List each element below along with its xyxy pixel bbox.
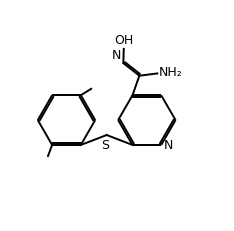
Text: N: N [164,139,174,152]
Text: N: N [112,49,121,62]
Text: NH₂: NH₂ [158,67,182,79]
Text: OH: OH [115,34,134,47]
Text: S: S [102,139,110,152]
